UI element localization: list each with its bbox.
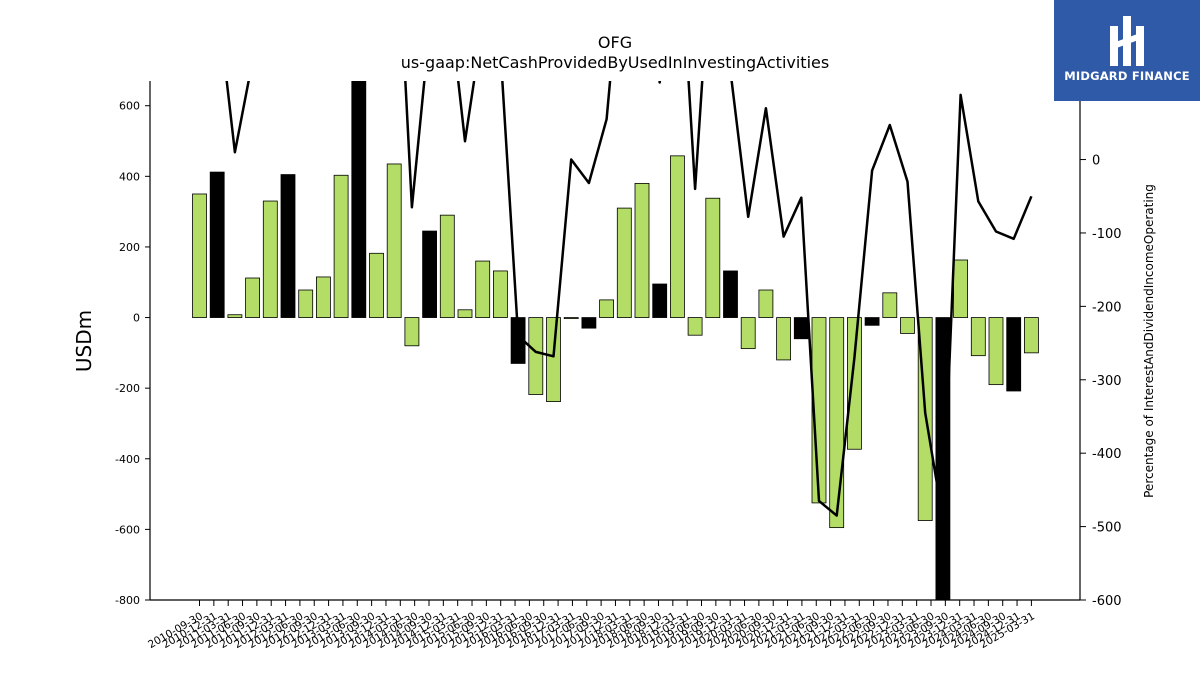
bar-2015-09-30 <box>546 317 561 402</box>
bar-2012-06-30 <box>315 276 331 318</box>
bar-2011-12-31 <box>280 174 296 318</box>
bar-2013-06-30 <box>386 163 402 318</box>
bar-2012-12-31 <box>351 81 367 318</box>
bar-2016-06-30 <box>599 299 614 318</box>
bar-2019-12-31 <box>847 317 862 450</box>
bar-2014-06-30 <box>457 309 473 318</box>
bar-2010-09-30 <box>192 193 207 318</box>
bar-2013-12-31 <box>422 230 438 318</box>
bar-2012-09-30 <box>333 174 349 318</box>
bar-2021-12-31 <box>988 317 1004 386</box>
bar-2013-09-30 <box>404 317 420 347</box>
bar-2015-12-31 <box>563 317 579 320</box>
bar-2016-12-31 <box>634 182 650 318</box>
y-tick-label: 400 <box>119 170 140 183</box>
bar-2012-03-31 <box>298 289 314 318</box>
chart-subtitle: us-gaap:NetCashProvidedByUsedInInvesting… <box>401 53 829 72</box>
bar-2019-09-30 <box>829 317 845 529</box>
y-tick-label: -400 <box>115 453 140 466</box>
y-tick-label: -600 <box>115 523 140 536</box>
bar-2016-03-31 <box>581 317 597 329</box>
y-tick-label: -200 <box>115 382 140 395</box>
bar-2011-06-30 <box>245 277 261 318</box>
chart-title: OFG <box>598 33 632 52</box>
logo-text: MIDGARD FINANCE <box>1064 69 1190 83</box>
y-tick-label: 600 <box>119 100 140 113</box>
y-tick-label: -800 <box>115 594 140 607</box>
bar-2020-03-31 <box>864 317 880 326</box>
bar-2021-09-30 <box>970 317 986 357</box>
bar-2021-06-30 <box>953 259 968 318</box>
bar-2014-12-31 <box>492 270 508 318</box>
logo: MIDGARD FINANCE <box>1054 0 1200 101</box>
bar-2010-12-31 <box>209 171 225 318</box>
bar-2014-09-30 <box>475 260 491 318</box>
y2-tick-label: -600 <box>1092 594 1122 609</box>
bar-2016-09-30 <box>616 207 632 318</box>
bar-2017-09-30 <box>687 317 703 336</box>
bar-2017-12-31 <box>705 197 721 318</box>
bar-2018-06-30 <box>740 317 756 350</box>
y2-tick-label: -400 <box>1092 447 1122 462</box>
bar-2022-03-31 <box>1006 317 1022 392</box>
y2-axis-label: Percentage of InterestAndDividendIncomeO… <box>1142 184 1156 498</box>
y2-tick-label: -200 <box>1092 300 1122 315</box>
bar-2020-06-30 <box>882 292 898 318</box>
y2-tick-label: -500 <box>1092 521 1122 536</box>
y2-tick-label: -100 <box>1092 227 1122 242</box>
bar-2013-03-31 <box>369 252 384 318</box>
bar-2017-06-30 <box>670 155 685 318</box>
bar-2021-03-31 <box>935 317 951 600</box>
bar-2018-09-30 <box>758 289 774 318</box>
line-series <box>225 81 1033 521</box>
bar-2017-03-31 <box>652 283 668 318</box>
y2-tick-label: -300 <box>1092 374 1122 389</box>
y-tick-label: 0 <box>133 312 140 325</box>
bar-2020-09-30 <box>900 317 915 334</box>
y2-tick-label: 0 <box>1092 154 1100 169</box>
bar-2018-03-31 <box>723 270 738 318</box>
bar-2011-09-30 <box>262 200 278 318</box>
bar-2019-03-31 <box>793 317 809 340</box>
bar-2014-03-31 <box>439 214 455 318</box>
bar-2011-03-31 <box>227 314 243 318</box>
y-axis-label: USDm <box>72 310 96 372</box>
plot-area: -800 -600 -400 -200 0 200 400 600 -600 -500 -400 -3… <box>115 80 1122 651</box>
midgard-logo-icon <box>1110 16 1144 66</box>
bar-2015-06-30 <box>528 317 544 395</box>
bar-2022-06-30 <box>1024 317 1039 354</box>
plot-clip-group <box>192 81 1039 600</box>
bar-2018-12-31 <box>776 317 791 361</box>
y-tick-label: 200 <box>119 241 140 254</box>
